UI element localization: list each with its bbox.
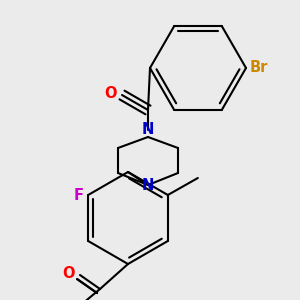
Text: F: F bbox=[73, 188, 83, 202]
Text: Br: Br bbox=[250, 61, 268, 76]
Text: O: O bbox=[104, 86, 117, 101]
Text: O: O bbox=[62, 266, 75, 280]
Text: N: N bbox=[142, 178, 154, 193]
Text: N: N bbox=[142, 122, 154, 137]
